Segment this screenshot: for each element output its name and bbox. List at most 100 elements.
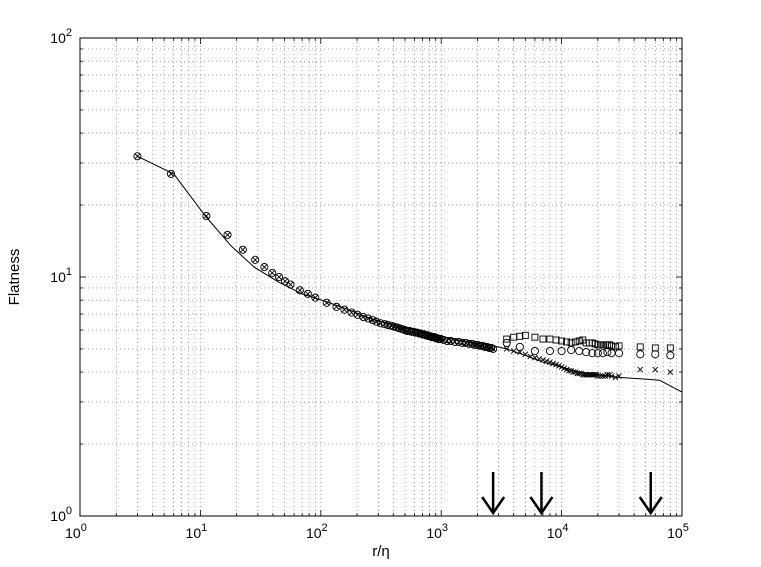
data-point-circle — [268, 268, 277, 277]
data-point-square — [666, 344, 674, 352]
data-point-circle — [545, 346, 554, 356]
data-point-circle — [332, 302, 341, 311]
data-point-circle — [322, 298, 331, 307]
data-point-cross — [616, 373, 622, 379]
data-point-cross — [323, 299, 330, 306]
data-series — [133, 152, 683, 393]
data-point-cross — [134, 153, 141, 160]
x-tick-label: 100 — [65, 522, 87, 541]
data-point-cross — [527, 353, 534, 360]
data-point-circle — [133, 152, 142, 161]
data-point-cross — [203, 213, 210, 219]
data-point-square — [651, 344, 659, 352]
x-axis-title: r/η — [372, 543, 390, 560]
data-point-circle — [502, 338, 511, 347]
data-point-cross — [604, 371, 611, 378]
data-point-cross — [384, 322, 391, 328]
data-point-cross — [360, 314, 367, 320]
data-point-cross — [354, 311, 361, 318]
data-point-cross — [550, 360, 557, 367]
data-point-circle — [567, 345, 576, 355]
data-point-cross — [503, 346, 510, 352]
data-point-cross — [590, 371, 597, 378]
data-point-square — [531, 333, 539, 341]
y-tick-label: 102 — [50, 27, 72, 46]
data-point-circle — [311, 293, 320, 302]
data-point-cross — [287, 281, 294, 288]
data-point-cross — [261, 264, 268, 271]
data-point-square — [503, 335, 511, 343]
data-point-cross — [414, 329, 421, 336]
data-point-square — [575, 337, 583, 345]
data-point-square — [611, 343, 619, 351]
data-point-circle — [303, 289, 312, 298]
data-point-cross — [296, 287, 303, 294]
data-point-cross — [637, 366, 644, 373]
data-point-cross — [276, 274, 282, 280]
data-point-cross — [333, 303, 340, 310]
data-point-cross — [608, 373, 615, 379]
data-point-square — [516, 332, 524, 340]
data-point-cross — [481, 343, 488, 350]
data-point-cross — [435, 336, 442, 342]
data-point-cross — [348, 309, 355, 316]
x-tick-label: 103 — [426, 522, 448, 541]
data-point-circle — [295, 286, 304, 295]
data-point-cross — [471, 341, 478, 348]
data-point-circle — [598, 349, 607, 358]
data-point-cross — [594, 373, 601, 379]
y-tick-label: 101 — [50, 266, 72, 285]
data-point-cross — [510, 348, 517, 354]
data-point-cross — [490, 346, 497, 352]
data-point-circle — [557, 346, 566, 356]
data-point-cross — [239, 246, 246, 253]
data-point-square — [571, 338, 579, 346]
data-point-circle — [202, 211, 211, 221]
arrow-down-annotation — [638, 472, 663, 516]
data-point-square — [636, 343, 644, 351]
data-point-cross — [269, 270, 276, 276]
data-point-circle — [582, 348, 591, 357]
data-point-cross — [652, 366, 659, 373]
data-point-cross — [312, 294, 319, 301]
data-point-circle — [593, 349, 602, 358]
data-point-cross — [365, 315, 372, 322]
data-point-cross — [547, 359, 553, 366]
data-point-cross — [667, 369, 674, 376]
x-tick-label: 105 — [667, 522, 689, 541]
data-point-square — [521, 331, 529, 339]
data-point-cross — [416, 330, 422, 337]
data-point-square — [567, 339, 575, 347]
series-cross — [134, 153, 674, 381]
data-point-cross — [576, 370, 583, 377]
data-point-square — [558, 337, 566, 345]
data-point-circle — [372, 317, 381, 326]
grid — [80, 38, 682, 516]
data-point-square — [552, 336, 560, 344]
data-point-cross — [516, 349, 523, 356]
data-point-cross — [168, 170, 174, 177]
data-point-cross — [543, 358, 550, 364]
data-point-circle — [666, 351, 675, 360]
data-point-cross — [536, 355, 542, 362]
arrow-down-annotation — [481, 472, 506, 516]
data-point-square — [539, 335, 547, 343]
data-point-circle — [614, 349, 624, 358]
data-point-cross — [304, 290, 311, 297]
data-point-circle — [340, 305, 349, 314]
data-point-cross — [531, 354, 538, 361]
ticks — [79, 38, 682, 517]
data-point-cross — [440, 337, 447, 343]
data-point-cross — [455, 339, 462, 345]
data-point-square — [563, 338, 571, 346]
data-point-cross — [597, 373, 604, 379]
data-point-cross — [612, 374, 619, 381]
series-square — [503, 331, 674, 352]
data-point-circle — [368, 316, 377, 325]
data-point-cross — [462, 339, 469, 346]
data-point-circle — [274, 272, 284, 282]
data-point-cross — [589, 371, 596, 378]
data-point-cross — [522, 351, 529, 358]
data-point-cross — [369, 317, 376, 324]
data-point-cross — [540, 356, 546, 363]
